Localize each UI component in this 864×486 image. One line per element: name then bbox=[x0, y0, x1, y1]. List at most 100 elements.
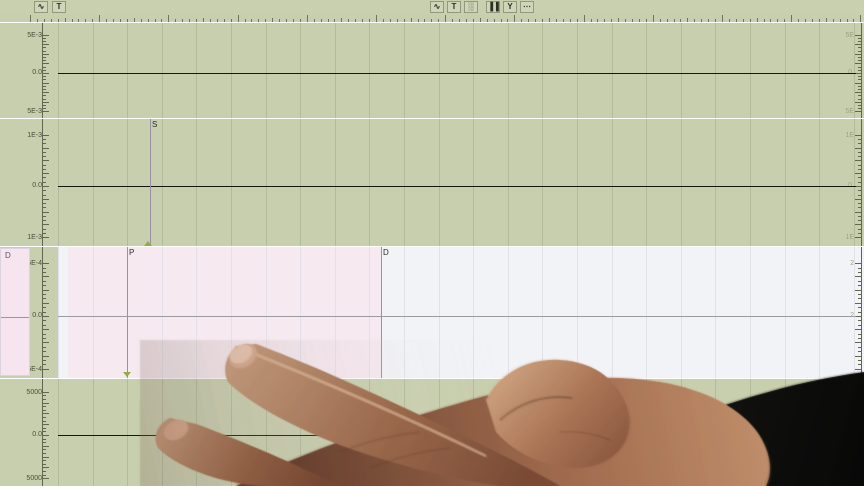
y-axis-tick-right bbox=[858, 76, 861, 77]
v-gridline bbox=[473, 23, 474, 118]
y-axis-tick bbox=[43, 165, 46, 166]
y-axis-tick bbox=[43, 285, 46, 286]
v-gridline bbox=[542, 379, 543, 486]
v-gridline bbox=[335, 247, 336, 378]
text-icon[interactable]: T bbox=[52, 1, 66, 13]
v-gridline bbox=[58, 119, 59, 246]
y-axis-tick bbox=[43, 272, 46, 273]
trace-plot-area[interactable]: S bbox=[58, 119, 856, 246]
v-gridline bbox=[300, 247, 301, 378]
window-handle-start[interactable] bbox=[144, 241, 152, 246]
ruler-minor-tick bbox=[784, 19, 785, 22]
v-gridline bbox=[335, 379, 336, 486]
ruler-minor-tick bbox=[577, 19, 578, 22]
y-axis-tick bbox=[43, 79, 46, 80]
trace-panel-1[interactable]: 5E-30.05E-35E0.5E bbox=[0, 22, 864, 118]
waveform-icon[interactable]: ∿ bbox=[430, 1, 444, 13]
y-axis-icon[interactable]: Y bbox=[503, 1, 517, 13]
y-axis-tick-right bbox=[858, 229, 861, 230]
dots-icon[interactable]: ⋯ bbox=[520, 1, 534, 13]
y-axis-tick-right bbox=[858, 156, 861, 157]
y-axis-tick-right bbox=[858, 165, 861, 166]
text-icon[interactable]: T bbox=[447, 1, 461, 13]
v-gridline bbox=[577, 23, 578, 118]
v-gridline bbox=[750, 119, 751, 246]
y-axis-tick bbox=[43, 67, 46, 68]
ruler-minor-tick bbox=[798, 19, 799, 22]
y-axis-tick-right bbox=[858, 152, 861, 153]
ruler-minor-tick bbox=[494, 19, 495, 22]
grid-icon[interactable]: ▐▐ bbox=[486, 1, 500, 13]
v-gridline bbox=[715, 379, 716, 486]
ruler-minor-tick bbox=[466, 19, 467, 22]
ruler-minor-tick bbox=[369, 19, 370, 22]
ruler-minor-tick bbox=[632, 19, 633, 22]
v-gridline bbox=[162, 23, 163, 118]
v-gridline bbox=[854, 247, 855, 378]
trace-panel-4[interactable]: 5000 0.0 5000 bbox=[0, 378, 864, 486]
y-axis-tick bbox=[43, 478, 49, 479]
y-axis-tick bbox=[43, 44, 49, 45]
ruler-minor-tick bbox=[106, 19, 107, 22]
y-axis-tick bbox=[43, 320, 46, 321]
y-axis-tick bbox=[43, 152, 46, 153]
ruler-tick bbox=[168, 15, 169, 22]
v-gridline bbox=[266, 247, 267, 378]
y-axis-tick bbox=[43, 439, 46, 440]
ruler-minor-tick bbox=[175, 19, 176, 22]
v-gridline bbox=[612, 247, 613, 378]
trace-plot-area[interactable] bbox=[58, 23, 856, 118]
v-gridline bbox=[819, 379, 820, 486]
v-gridline bbox=[404, 23, 405, 118]
v-gridline bbox=[266, 119, 267, 246]
y-axis-tick bbox=[43, 369, 49, 370]
phase-marker-label: P bbox=[129, 248, 135, 257]
zero-line bbox=[58, 186, 856, 187]
y-axis-tick bbox=[43, 237, 49, 238]
ruler-minor-tick bbox=[258, 19, 259, 22]
ruler-tick bbox=[341, 18, 342, 22]
ruler-minor-tick bbox=[418, 19, 419, 22]
y-axis-tick-right bbox=[858, 190, 861, 191]
trace-plot-area[interactable] bbox=[58, 379, 856, 486]
ruler-minor-tick bbox=[78, 19, 79, 22]
v-gridline bbox=[231, 119, 232, 246]
y-axis-tick bbox=[43, 102, 49, 103]
y-axis-tick-right bbox=[858, 67, 861, 68]
ruler-tick bbox=[791, 15, 792, 22]
y-axis-tick bbox=[43, 399, 46, 400]
waveform-icon[interactable]: ∿ bbox=[34, 1, 48, 13]
spectrum-icon[interactable]: ░ bbox=[464, 1, 478, 13]
ruler-tick bbox=[826, 18, 827, 22]
trace-panel-3-selected[interactable]: 5E-40.05E-422PD bbox=[0, 246, 864, 378]
trace-panel-2[interactable]: 1E-30.01E-31E0.1ES bbox=[0, 118, 864, 246]
ruler-tick bbox=[722, 15, 723, 22]
v-gridline bbox=[612, 119, 613, 246]
y-axis-tick bbox=[43, 212, 49, 213]
y-axis-tick bbox=[43, 347, 46, 348]
window-handle-end[interactable] bbox=[123, 372, 131, 377]
ruler-minor-tick bbox=[245, 19, 246, 22]
phase-marker-p[interactable] bbox=[127, 247, 128, 378]
zero-line bbox=[58, 435, 856, 436]
overview-strip[interactable]: D bbox=[0, 248, 30, 376]
y-axis-tick bbox=[43, 92, 49, 93]
phase-marker-d[interactable] bbox=[381, 247, 382, 378]
y-axis-tick bbox=[43, 417, 46, 418]
phase-marker-label: D bbox=[383, 248, 389, 257]
ruler-minor-tick bbox=[300, 19, 301, 22]
y-axis-tick bbox=[43, 446, 49, 447]
ruler-minor-tick bbox=[812, 19, 813, 22]
ruler-minor-tick bbox=[528, 19, 529, 22]
phase-marker-s[interactable] bbox=[150, 119, 151, 246]
toolbar: ∿ T ∿ T ░ ▐▐ Y ⋯ bbox=[0, 0, 864, 14]
y-axis-tick bbox=[43, 392, 49, 393]
y-axis-tick bbox=[43, 139, 46, 140]
y-axis-tick-right bbox=[858, 105, 861, 106]
ruler-minor-tick bbox=[265, 19, 266, 22]
y-axis-tick-right bbox=[858, 428, 861, 429]
y-axis-tick-right bbox=[858, 60, 861, 61]
ruler-minor-tick bbox=[556, 19, 557, 22]
v-gridline bbox=[819, 119, 820, 246]
